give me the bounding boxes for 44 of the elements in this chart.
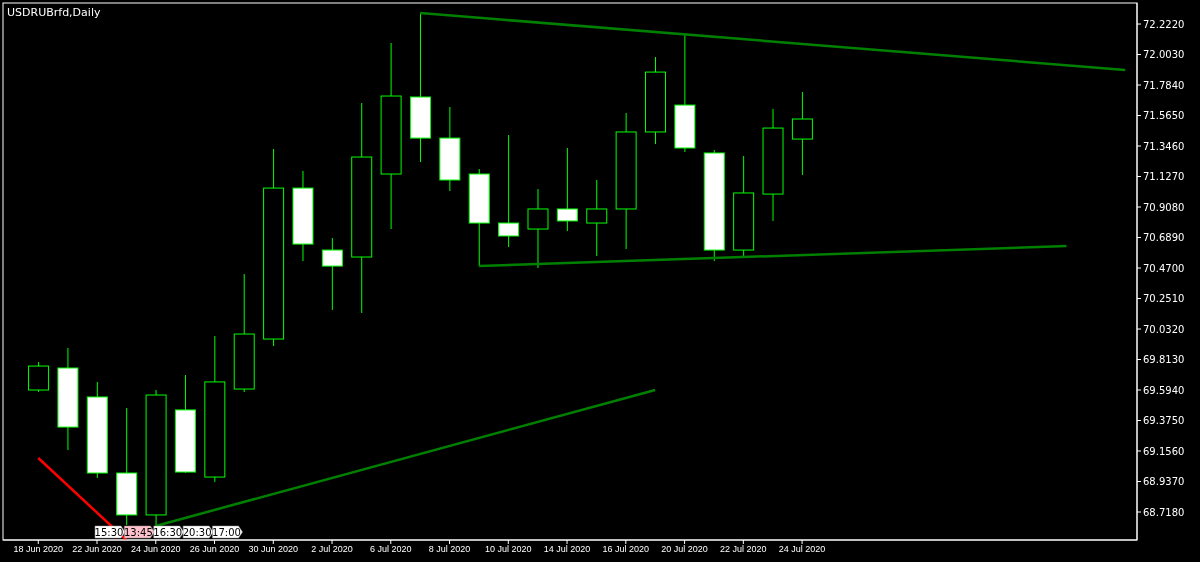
x-tick-label: 2 Jul 2020 xyxy=(311,544,353,555)
x-tick-label: 24 Jun 2020 xyxy=(130,544,181,555)
candlestick xyxy=(321,237,343,311)
x-tick-label: 24 Jul 2020 xyxy=(778,544,826,555)
y-tick-label: 72.0030 xyxy=(1143,49,1185,61)
x-tick-label: 22 Jul 2020 xyxy=(720,544,767,555)
annotation: 16:30 xyxy=(153,527,183,538)
x-tick-label: 6 Jul 2020 xyxy=(370,544,412,555)
candlestick xyxy=(791,91,813,176)
annotation: 17:00 xyxy=(212,527,241,538)
candlestick xyxy=(28,361,50,393)
y-tick-label: 70.6890 xyxy=(1143,232,1185,244)
annotation: 13:45 xyxy=(123,527,153,538)
y-tick-label: 69.8130 xyxy=(1143,354,1185,366)
x-tick-label: 8 Jul 2020 xyxy=(428,544,471,555)
y-tick-label: 72.2220 xyxy=(1143,18,1185,30)
candlestick xyxy=(556,147,578,232)
x-tick-label: 14 Jul 2020 xyxy=(543,544,591,555)
y-tick-label: 71.5650 xyxy=(1143,110,1185,122)
y-tick-label: 70.9080 xyxy=(1143,201,1185,213)
chart-title: USDRUBrfd,Daily xyxy=(7,6,101,19)
x-tick-label: 20 Jul 2020 xyxy=(661,544,708,555)
y-tick-label: 70.0320 xyxy=(1143,323,1185,335)
x-tick-label: 26 Jun 2020 xyxy=(189,544,240,555)
y-tick-label: 71.3460 xyxy=(1143,140,1185,152)
y-tick-label: 68.7180 xyxy=(1143,506,1185,518)
y-tick-label: 69.5940 xyxy=(1143,384,1185,396)
y-tick-label: 71.1270 xyxy=(1143,171,1185,183)
y-tick-label: 71.7840 xyxy=(1143,79,1185,91)
x-tick-label: 30 Jun 2020 xyxy=(248,544,299,555)
y-tick-label: 70.4700 xyxy=(1143,262,1185,274)
x-tick-label: 16 Jul 2020 xyxy=(602,544,650,555)
annotation: 20:30 xyxy=(182,527,212,538)
x-tick-label: 18 Jun 2020 xyxy=(13,544,64,555)
candlestick xyxy=(586,179,608,257)
y-tick-label: 69.3750 xyxy=(1143,415,1185,427)
annotation: 15:30 xyxy=(94,527,124,538)
y-tick-label: 68.9370 xyxy=(1143,476,1185,488)
candlestick xyxy=(498,134,520,248)
y-tick-label: 69.1560 xyxy=(1143,445,1185,457)
x-tick-label: 22 Jun 2020 xyxy=(72,544,122,555)
candlestick xyxy=(527,188,549,269)
x-tick-label: 10 Jul 2020 xyxy=(485,544,532,555)
y-tick-label: 70.2510 xyxy=(1143,293,1185,305)
